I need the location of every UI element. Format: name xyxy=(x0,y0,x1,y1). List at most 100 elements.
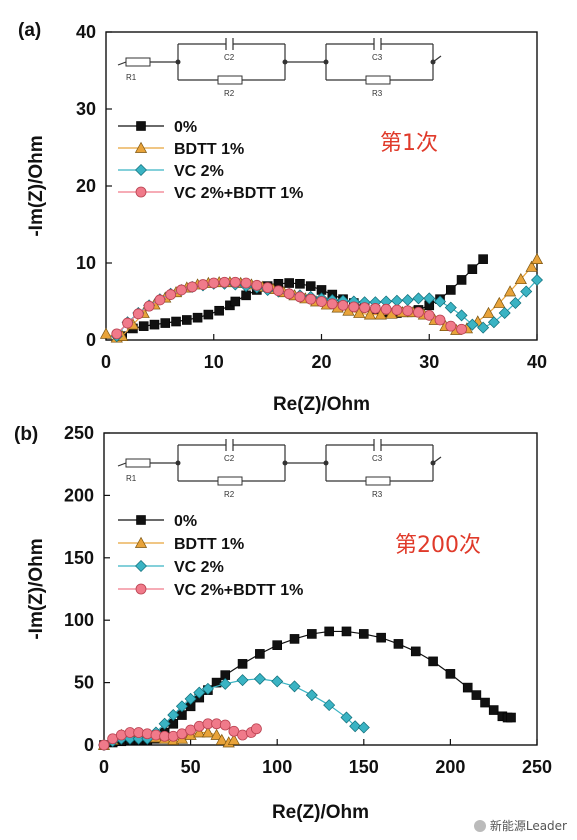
data-point xyxy=(138,321,149,331)
label-r1: R1 xyxy=(126,73,137,82)
data-point xyxy=(477,321,490,334)
y-tick-label: 50 xyxy=(74,673,94,693)
y-tick-label: 0 xyxy=(84,735,94,755)
series-0- xyxy=(99,626,516,750)
data-point xyxy=(295,278,305,289)
data-point xyxy=(353,306,366,318)
data-point xyxy=(423,292,436,305)
data-point xyxy=(214,305,224,316)
y-axis-label: -Im(Z)/Ohm xyxy=(26,135,47,236)
x-axis-label: Re(Z)/Ohm xyxy=(273,394,370,415)
equivalent-circuit: R1 C2 R2 C3 R3 xyxy=(117,439,442,499)
data-point xyxy=(271,675,284,688)
data-point xyxy=(374,308,387,320)
data-point xyxy=(227,733,240,745)
data-point xyxy=(167,709,180,722)
legend-entry: BDTT 1% xyxy=(174,141,244,158)
data-point xyxy=(348,301,360,313)
y-tick-label: 0 xyxy=(86,330,96,350)
data-point xyxy=(288,680,301,693)
data-point xyxy=(165,289,177,300)
data-point xyxy=(208,277,220,289)
data-point xyxy=(154,294,166,306)
data-point xyxy=(193,726,206,738)
series-vc-2-bdtt-1- xyxy=(98,718,262,751)
data-point xyxy=(186,281,198,293)
legend-entry: VC 2% xyxy=(174,163,224,180)
data-point xyxy=(482,306,495,318)
circuit-lead xyxy=(117,61,127,66)
data-point xyxy=(393,639,404,649)
data-point xyxy=(530,252,544,264)
data-point xyxy=(363,308,377,320)
legend-marker xyxy=(134,141,148,153)
data-point xyxy=(462,682,473,693)
data-point xyxy=(413,306,424,318)
data-point xyxy=(357,721,370,734)
series-vc-2-bdtt-1- xyxy=(111,276,467,340)
data-point xyxy=(412,292,425,305)
data-point xyxy=(444,301,457,314)
panel-label: (b) xyxy=(14,424,38,445)
data-point xyxy=(236,674,249,687)
data-point xyxy=(111,328,123,340)
legend-marker xyxy=(135,186,147,198)
x-tick-label: 50 xyxy=(181,757,201,777)
y-tick-label: 150 xyxy=(64,548,94,568)
data-point xyxy=(316,296,327,307)
data-point xyxy=(219,276,230,288)
legend-entry: VC 2% xyxy=(174,559,224,576)
y-axis-label: -Im(Z)/Ohm xyxy=(26,538,47,639)
data-point xyxy=(192,312,203,323)
data-point xyxy=(445,320,457,332)
data-point xyxy=(229,276,241,288)
data-point xyxy=(197,279,209,290)
plot-frame xyxy=(103,432,538,746)
legend-marker xyxy=(134,536,148,548)
legend-entry: 0% xyxy=(174,119,197,136)
data-point xyxy=(201,682,214,695)
data-point xyxy=(305,293,317,305)
resistor-r2 xyxy=(217,476,243,486)
data-point xyxy=(471,690,482,700)
x-tick-label: 30 xyxy=(419,352,439,372)
data-point xyxy=(175,700,188,713)
data-point xyxy=(251,279,263,291)
resistor-r1 xyxy=(125,458,151,468)
data-point xyxy=(410,646,421,657)
x-tick-label: 0 xyxy=(99,757,109,777)
label-r2: R2 xyxy=(224,89,235,98)
data-point xyxy=(520,285,533,298)
data-point xyxy=(182,315,192,325)
data-point xyxy=(326,298,338,310)
data-point xyxy=(423,309,435,321)
data-point xyxy=(272,285,284,297)
data-point xyxy=(305,281,316,291)
data-point xyxy=(478,254,488,264)
data-point xyxy=(340,711,353,724)
data-point xyxy=(434,314,446,326)
data-point xyxy=(201,726,215,738)
watermark: 新能源Leader xyxy=(473,817,567,834)
circuit-lead xyxy=(117,462,127,467)
data-point xyxy=(509,297,522,310)
y-tick-label: 250 xyxy=(64,423,94,443)
y-tick-label: 40 xyxy=(76,22,96,42)
legend-entry: VC 2%+BDTT 1% xyxy=(174,185,303,202)
data-point xyxy=(99,327,113,339)
data-point xyxy=(488,705,499,715)
data-point xyxy=(445,285,456,295)
y-tick-label: 10 xyxy=(76,253,96,273)
legend-entry: VC 2%+BDTT 1% xyxy=(174,582,303,599)
label-r1: R1 xyxy=(126,474,137,483)
label-r2: R2 xyxy=(224,490,235,499)
data-point xyxy=(514,272,527,285)
data-point xyxy=(402,305,414,317)
label-c3: C3 xyxy=(372,454,383,463)
data-point xyxy=(215,733,228,745)
x-tick-label: 40 xyxy=(527,352,547,372)
legend-marker xyxy=(135,560,147,572)
data-point xyxy=(307,629,317,639)
data-point xyxy=(283,288,295,300)
data-point xyxy=(171,316,181,327)
